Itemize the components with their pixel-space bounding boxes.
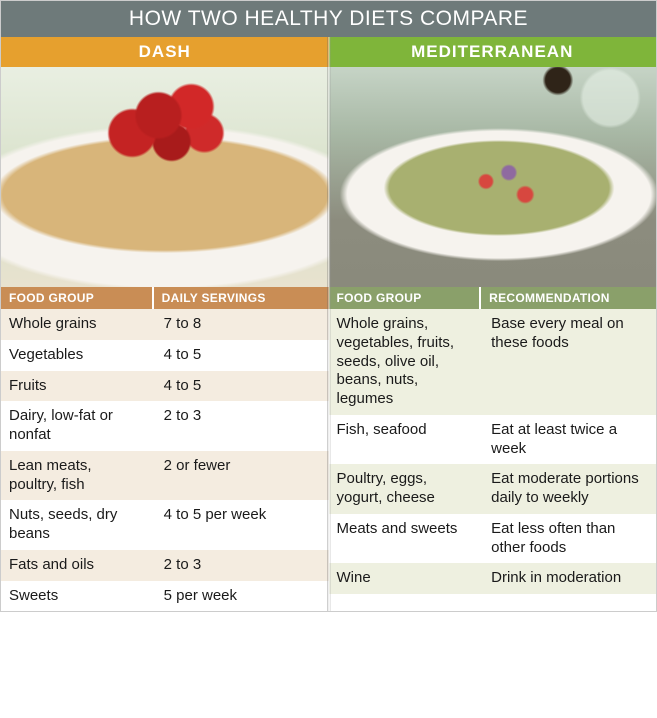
dash-photo — [1, 67, 329, 287]
value-cell: 5 per week — [152, 581, 329, 612]
table-row: Vegetables4 to 5 — [1, 340, 329, 371]
table-row: Sweets5 per week — [1, 581, 329, 612]
value-cell: 2 to 3 — [152, 401, 329, 451]
table-row: Fruits4 to 5 — [1, 371, 329, 402]
value-cell: 2 or fewer — [152, 451, 329, 501]
dash-rows: Whole grains7 to 8Vegetables4 to 5Fruits… — [1, 309, 329, 611]
med-diet-title: MEDITERRANEAN — [329, 37, 657, 67]
value-cell: 7 to 8 — [152, 309, 329, 340]
value-cell: 4 to 5 — [152, 371, 329, 402]
table-row: Whole grains7 to 8 — [1, 309, 329, 340]
table-row: Lean meats, poultry, fish2 or fewer — [1, 451, 329, 501]
main-title: HOW TWO HEALTHY DIETS COMPARE — [1, 1, 656, 37]
table-row: WineDrink in moderation — [329, 563, 657, 594]
dash-th-servings: DAILY SERVINGS — [152, 287, 329, 309]
food-group-cell: Fruits — [1, 371, 152, 402]
value-cell: 4 to 5 — [152, 340, 329, 371]
med-table-head: FOOD GROUP RECOMMENDATION — [329, 287, 657, 309]
food-group-cell: Vegetables — [1, 340, 152, 371]
table-row: Whole grains, vegetables, fruits, seeds,… — [329, 309, 657, 415]
value-cell: 4 to 5 per week — [152, 500, 329, 550]
dash-column: DASH FOOD GROUP DAILY SERVINGS Whole gra… — [1, 37, 329, 611]
food-group-cell: Fats and oils — [1, 550, 152, 581]
table-row: Poultry, eggs, yogurt, cheeseEat moderat… — [329, 464, 657, 514]
value-cell: Drink in moderation — [479, 563, 656, 594]
dash-th-foodgroup: FOOD GROUP — [1, 287, 152, 309]
food-group-cell: Whole grains, vegetables, fruits, seeds,… — [329, 309, 480, 415]
med-rows: Whole grains, vegetables, fruits, seeds,… — [329, 309, 657, 611]
food-group-cell: Sweets — [1, 581, 152, 612]
food-group-cell: Meats and sweets — [329, 514, 480, 564]
comparison-container: HOW TWO HEALTHY DIETS COMPARE DASH FOOD … — [0, 0, 657, 612]
food-group-cell: Fish, seafood — [329, 415, 480, 465]
value-cell: Eat moderate portions daily to weekly — [479, 464, 656, 514]
column-divider — [327, 37, 331, 611]
value-cell: Base every meal on these foods — [479, 309, 656, 415]
table-row: Fish, seafoodEat at least twice a week — [329, 415, 657, 465]
columns-wrap: DASH FOOD GROUP DAILY SERVINGS Whole gra… — [1, 37, 656, 611]
dash-diet-title: DASH — [1, 37, 329, 67]
food-group-cell: Dairy, low-fat or nonfat — [1, 401, 152, 451]
med-photo — [329, 67, 657, 287]
med-column: MEDITERRANEAN FOOD GROUP RECOMMENDATION … — [329, 37, 657, 611]
food-group-cell: Poultry, eggs, yogurt, cheese — [329, 464, 480, 514]
table-row: Nuts, seeds, dry beans4 to 5 per week — [1, 500, 329, 550]
dash-table-head: FOOD GROUP DAILY SERVINGS — [1, 287, 329, 309]
table-row: Dairy, low-fat or nonfat2 to 3 — [1, 401, 329, 451]
value-cell: 2 to 3 — [152, 550, 329, 581]
table-row: Fats and oils2 to 3 — [1, 550, 329, 581]
value-cell: Eat less often than other foods — [479, 514, 656, 564]
food-group-cell: Wine — [329, 563, 480, 594]
med-th-foodgroup: FOOD GROUP — [329, 287, 480, 309]
med-th-recommendation: RECOMMENDATION — [479, 287, 656, 309]
table-row: Meats and sweetsEat less often than othe… — [329, 514, 657, 564]
food-group-cell: Lean meats, poultry, fish — [1, 451, 152, 501]
food-group-cell: Whole grains — [1, 309, 152, 340]
value-cell: Eat at least twice a week — [479, 415, 656, 465]
food-group-cell: Nuts, seeds, dry beans — [1, 500, 152, 550]
